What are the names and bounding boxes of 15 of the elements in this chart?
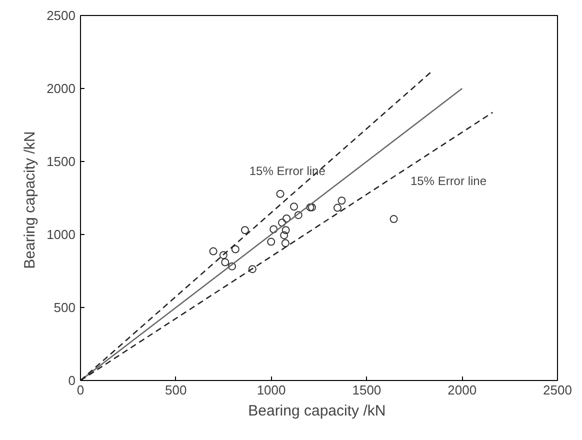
x-axis-title: Bearing capacity /kN [248,402,386,420]
x-tick-label: 2000 [448,382,477,398]
y-tick-label: 1000 [46,227,76,242]
x-tick-label: 1500 [352,382,382,398]
annotation: 15% Error line [410,174,487,188]
y-tick-label: 500 [54,300,76,315]
annotation: 15% Error line [249,164,326,178]
x-tick-label: 500 [165,382,187,398]
y-tick-label: 1500 [46,154,76,169]
y-tick-label: 0 [68,373,76,388]
x-tick-label: 2500 [543,382,572,398]
x-tick-label: 1000 [256,382,286,398]
y-axis-title: Bearing capacity /kN [22,131,39,269]
y-tick-label: 2500 [46,8,76,23]
y-tick-label: 2000 [46,81,76,96]
